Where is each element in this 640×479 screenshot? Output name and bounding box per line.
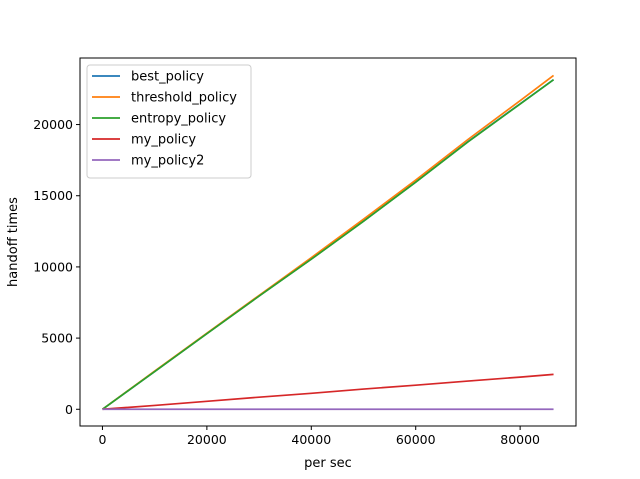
legend: best_policy threshold_policy entropy_polic… [86, 64, 252, 179]
y-tick-label: 5000 [41, 331, 73, 346]
y-tick-label: 10000 [33, 259, 73, 274]
y-tick-label: 20000 [33, 117, 73, 132]
axes-frame [79, 57, 577, 427]
y-tick-label: 0 [65, 402, 73, 417]
series-line-entropy-policy [101, 79, 555, 410]
legend-label: best_policy [131, 70, 204, 85]
series-line-my-policy [102, 373, 554, 411]
legend-label: entropy_policy [131, 112, 226, 127]
x-tick-label: 80000 [500, 432, 540, 447]
series-layer [101, 74, 555, 411]
legend-label: my_policy2 [131, 154, 204, 169]
y-axis-label: handoff times [6, 197, 21, 287]
ticks-layer: 0 20000 40000 60000 80000 0 5000 10000 15000 2000… [33, 117, 540, 447]
x-axis-label: per sec [304, 456, 352, 471]
x-tick-label: 40000 [291, 432, 331, 447]
legend-box [86, 64, 252, 179]
y-tick-label: 15000 [33, 188, 73, 203]
legend-label: threshold_policy [131, 91, 237, 106]
x-tick-label: 0 [98, 432, 106, 447]
legend-label: my_policy [131, 133, 196, 148]
x-tick-label: 60000 [396, 432, 436, 447]
x-tick-label: 20000 [187, 432, 227, 447]
